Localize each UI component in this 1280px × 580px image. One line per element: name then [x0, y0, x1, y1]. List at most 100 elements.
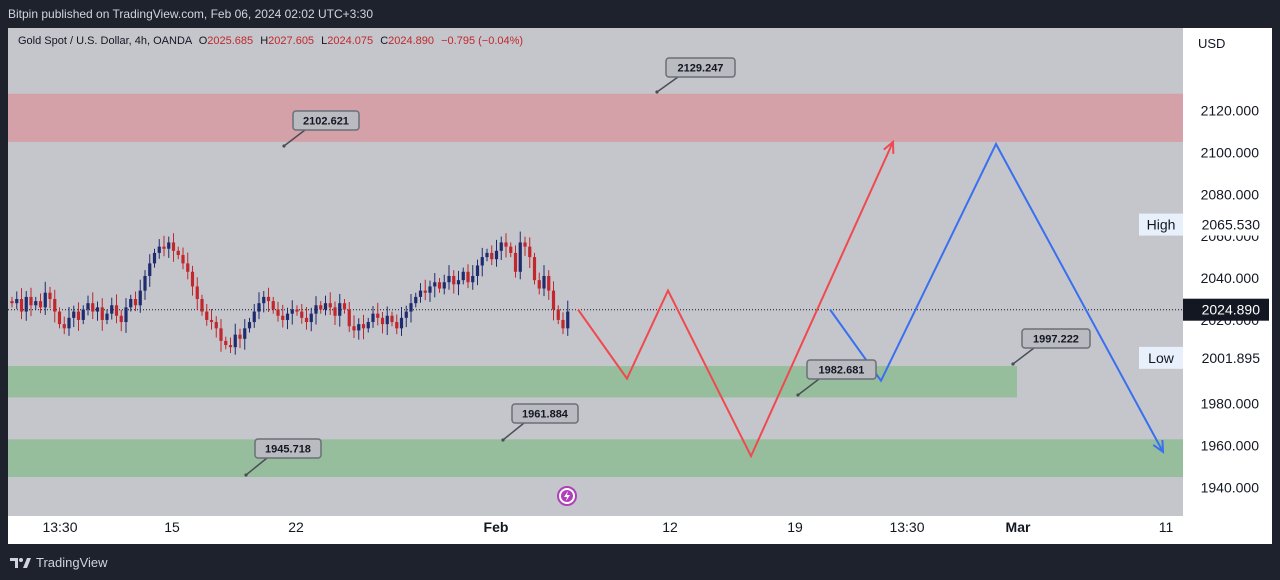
candle-body [556, 309, 560, 320]
price-callout: 2129.247 [655, 57, 736, 94]
candle-body [532, 257, 537, 281]
candle [556, 305, 560, 325]
callout-pointer [656, 76, 679, 93]
price-callout: 1961.884 [501, 403, 579, 442]
candle-body [323, 303, 328, 310]
footer: TradingView [0, 544, 1280, 580]
candle-body [271, 301, 275, 310]
open-label: O [198, 35, 208, 47]
candle [523, 236, 527, 256]
candle [333, 301, 337, 325]
price-axis[interactable]: 1940.0001960.0001980.0002000.0002020.000… [8, 28, 1272, 544]
candle-body [304, 317, 309, 323]
candle [138, 279, 142, 313]
candle [19, 288, 24, 320]
candle [295, 305, 299, 316]
callout-pointer [502, 422, 525, 441]
candle [48, 286, 52, 309]
candle [404, 305, 408, 328]
candle-body [252, 311, 256, 323]
current-price-tag [1183, 298, 1269, 321]
candle [105, 309, 109, 325]
publish-header: Bitpin published on TradingView.com, Feb… [0, 0, 1280, 28]
candle-body [319, 305, 323, 310]
candle-body [34, 301, 38, 306]
price-callout: 1945.718 [244, 438, 322, 477]
candle [542, 265, 546, 297]
candle [200, 294, 204, 316]
candle-body [471, 275, 475, 283]
price-label-name: Low [1148, 350, 1175, 366]
candle-body [67, 317, 71, 329]
time-axis[interactable]: 13:30 15 22 Feb 12 19 13:30 Mar 11 [42, 519, 1173, 535]
x-tick-label: 13:30 [42, 519, 77, 535]
candle-body [509, 246, 513, 253]
y-tick-label: 2080.000 [1201, 186, 1260, 202]
price-label-value: 2065.530 [1202, 217, 1261, 233]
candle [143, 270, 147, 300]
candle-body [119, 315, 123, 323]
candle-body [404, 311, 408, 318]
callout-box [292, 110, 360, 131]
callout-pointer [283, 129, 306, 147]
candle [466, 264, 470, 289]
callout-anchor [655, 90, 659, 94]
candle-body [162, 246, 166, 249]
callout-box [665, 57, 736, 78]
candle-body [19, 299, 24, 312]
tradingview-brand[interactable]: TradingView [10, 555, 108, 570]
price-callout: 1997.222 [1011, 328, 1091, 366]
candle-body [214, 322, 218, 329]
candle-body [537, 280, 541, 289]
y-tick-label: 2100.000 [1201, 144, 1260, 160]
currency-button[interactable]: USD [1188, 32, 1266, 56]
candle [53, 289, 57, 323]
candle [561, 312, 565, 335]
candle-body [418, 290, 423, 297]
candle-body [228, 345, 233, 348]
candle [361, 314, 366, 340]
y-tick-label: 2040.000 [1201, 270, 1260, 286]
candle-body [494, 250, 499, 260]
candle [281, 304, 285, 328]
candle-body [314, 305, 318, 314]
candle-body [433, 282, 437, 287]
brand-label: TradingView [36, 555, 108, 570]
candle [43, 281, 47, 315]
candle-body [409, 303, 413, 312]
candle-body [437, 282, 442, 289]
candle [475, 259, 480, 286]
candle [428, 280, 432, 302]
candle-body [385, 315, 389, 325]
candle-body [105, 313, 109, 320]
callout-anchor [501, 438, 505, 442]
candle-body [224, 340, 228, 346]
candle [285, 307, 290, 330]
x-tick-label: 15 [164, 519, 180, 535]
open-value: 2025.685 [207, 35, 254, 47]
candle-body [53, 299, 57, 312]
candle-body [110, 305, 114, 314]
candle [162, 235, 166, 257]
candle-body [181, 255, 185, 264]
candle [518, 231, 522, 280]
callout-anchor [1011, 362, 1015, 366]
candle [309, 307, 313, 332]
candle [461, 267, 465, 285]
candle [338, 293, 342, 327]
candle-body [361, 324, 366, 329]
candle-body [152, 252, 157, 264]
candle-body [480, 257, 484, 266]
candle [547, 270, 551, 300]
candle-body [247, 322, 252, 329]
candle [447, 265, 451, 290]
candle [34, 296, 38, 310]
price-label-value: 2001.895 [1202, 350, 1261, 366]
event-marker[interactable] [557, 486, 577, 506]
candle-body [333, 307, 337, 316]
candle-body [81, 309, 85, 320]
candle-body [281, 315, 285, 320]
candle-body [352, 326, 356, 331]
candle-body [395, 322, 399, 329]
